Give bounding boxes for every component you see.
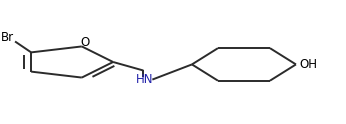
Text: OH: OH — [299, 58, 317, 71]
Text: HN: HN — [136, 73, 154, 86]
Text: Br: Br — [1, 31, 14, 44]
Text: O: O — [81, 36, 90, 49]
